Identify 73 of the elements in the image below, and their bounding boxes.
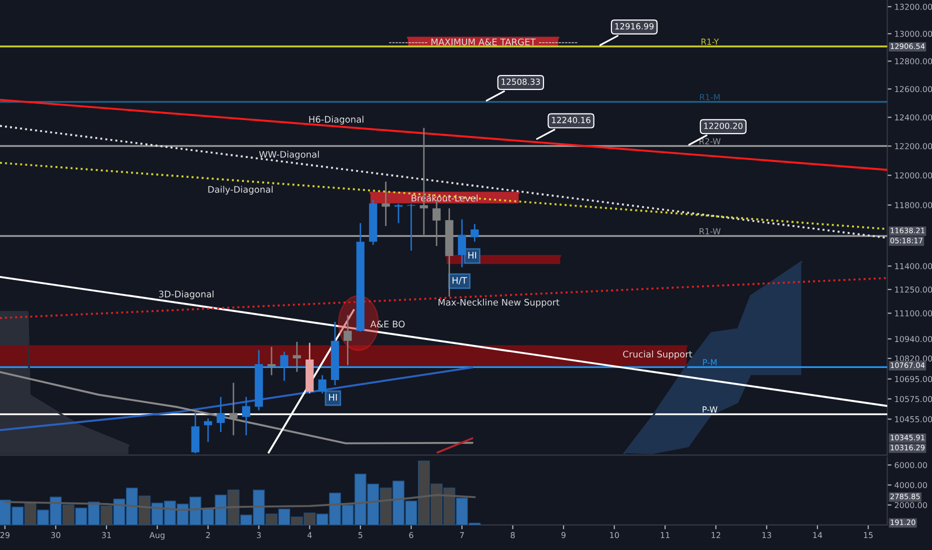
x-tick-label: 14 [813,532,822,538]
candlestick [318,374,326,394]
annotation: A&E BO [370,320,405,328]
y-tick-label: 12000.00 [895,172,932,178]
ref-line-label: R2-W [700,138,721,144]
candlestick [407,203,416,252]
x-tick-label: 15 [864,532,873,538]
annotation: 3D-Diagonal [159,290,214,300]
x-tick-label: 30 [51,532,60,538]
annotation: Daily-Diagonal [208,186,273,195]
y-tick-label: 10820.00 [895,355,932,362]
y-tick-label: 11250.00 [895,286,932,293]
candlestick [344,314,352,366]
y-tick-label: 12600.00 [895,86,932,92]
x-tick-label: 9 [561,532,566,538]
x-tick-label: 8 [510,532,515,538]
y-tick-label: 11100.00 [895,310,932,316]
annotation: 12240.16 [552,116,590,124]
x-tick-label: 3 [256,532,261,538]
y-tick-label: 4000.00 [894,482,927,488]
y-tick-label: 10575.00 [895,396,932,402]
y-tick-label: 2000.00 [894,502,927,508]
y-tick-label: 13000.00 [895,30,932,37]
annotation: Max-Neckline New Support [438,298,560,308]
annotation: WW-Diagonal [259,150,319,160]
y-tick-label: 11800.00 [895,202,932,208]
annotation: HI [329,394,337,401]
annotation: Crucial Support [623,350,692,360]
annotation: Breakout-Level [412,194,478,202]
annotation: 12916.99 [615,23,654,30]
x-tick-label: 7 [460,532,464,538]
annotation: HI [468,252,476,258]
ref-line-label: P-M [703,359,717,366]
y-tick-label: 12200.00 [895,143,932,150]
annotation: 12508.33 [502,78,540,85]
candlestick [216,396,225,433]
ref-line-label: R1-Y [702,38,719,45]
ref-line-label: R1-W [700,228,721,234]
candlestick [242,396,250,436]
x-tick-label: 5 [358,532,362,538]
candlestick [394,203,403,224]
candlestick [458,218,466,268]
candlestick [470,223,479,242]
candlestick [267,346,276,376]
annotation: ------------ MAXIMUM A&E TARGET ------------ [389,38,578,46]
ref-line-label: R1-M [700,94,720,100]
candlestick [292,341,301,373]
candlestick [382,180,390,227]
x-tick-label: 29 [0,532,10,538]
annotation: H/T [452,277,468,284]
x-tick-label: 10 [610,532,619,538]
x-tick-label: 11 [660,532,670,538]
ref-line-label: P-W [702,406,718,412]
x-tick-label: 13 [762,532,772,538]
x-tick-label: 4 [307,532,312,538]
y-tick-label: 10695.00 [895,376,932,382]
candlestick [280,351,288,382]
x-tick-label: 12 [712,532,720,538]
y-tick-label: 12400.00 [895,114,932,120]
candlestick [229,382,238,436]
y-tick-label: 12800.00 [895,58,932,64]
x-tick-label: Aug [149,532,164,540]
annotation: 12200.20 [704,122,743,129]
x-tick-label: 31 [102,532,111,538]
y-tick-label: 13200.00 [895,4,932,10]
y-tick-label: 10940.00 [895,336,932,342]
x-tick-label: 6 [409,532,414,538]
y-tick-label: 11400.00 [895,263,932,270]
x-tick-label: 2 [206,532,210,538]
annotation: H6-Diagonal [309,116,364,124]
y-tick-label: 10455.00 [895,416,932,422]
y-tick-label: 6000.00 [894,462,927,468]
candlestick [204,418,212,443]
